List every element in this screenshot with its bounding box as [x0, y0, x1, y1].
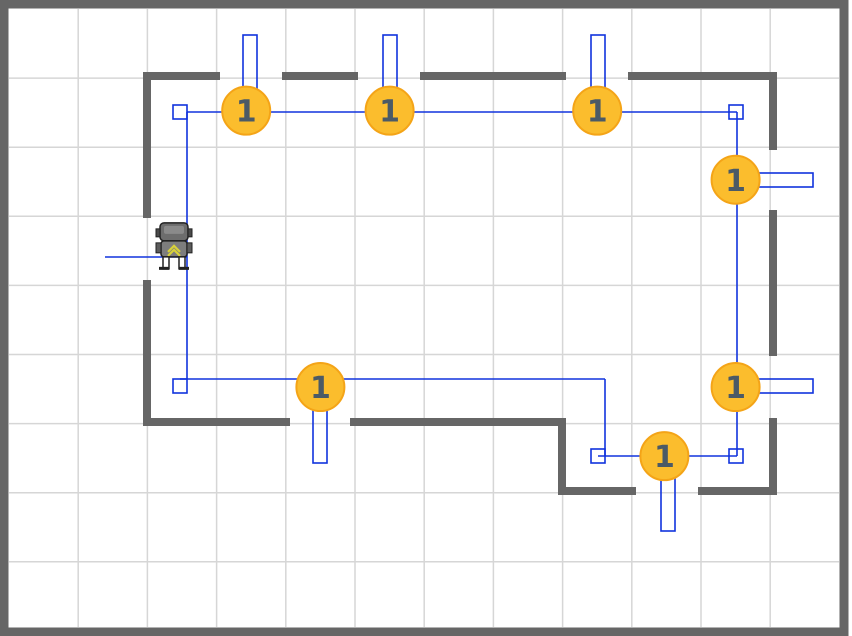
- path-overlay: [105, 34, 814, 532]
- coin-label: 1: [725, 371, 746, 406]
- coin: 1: [710, 154, 761, 205]
- coin: 1: [710, 362, 761, 413]
- coin-label: 1: [236, 95, 257, 130]
- coin-label: 1: [725, 164, 746, 199]
- player: [155, 222, 193, 270]
- coin-disc: [710, 154, 761, 205]
- coin: 1: [221, 85, 272, 136]
- path-marker: [728, 104, 744, 120]
- coins: 1 1 1 1 1 1 1: [221, 85, 761, 482]
- coin-disc: [221, 85, 272, 136]
- coin-label: 1: [654, 440, 675, 475]
- coin-disc: [710, 362, 761, 413]
- coin-disc: [364, 85, 415, 136]
- coin: 1: [639, 431, 690, 482]
- coin: 1: [295, 362, 346, 413]
- coin-label: 1: [310, 371, 331, 406]
- coin-disc: [639, 431, 690, 482]
- coin: 1: [364, 85, 415, 136]
- coin-disc: [572, 85, 623, 136]
- coin-disc: [295, 362, 346, 413]
- robot-icon: [155, 222, 193, 270]
- path-marker: [728, 448, 744, 464]
- path-marker: [172, 104, 188, 120]
- path-marker: [172, 378, 188, 394]
- walls: [143, 72, 777, 495]
- coin-label: 1: [587, 95, 608, 130]
- grid: [9, 9, 839, 627]
- coin-label: 1: [379, 95, 400, 130]
- path-marker: [590, 448, 606, 464]
- coin: 1: [572, 85, 623, 136]
